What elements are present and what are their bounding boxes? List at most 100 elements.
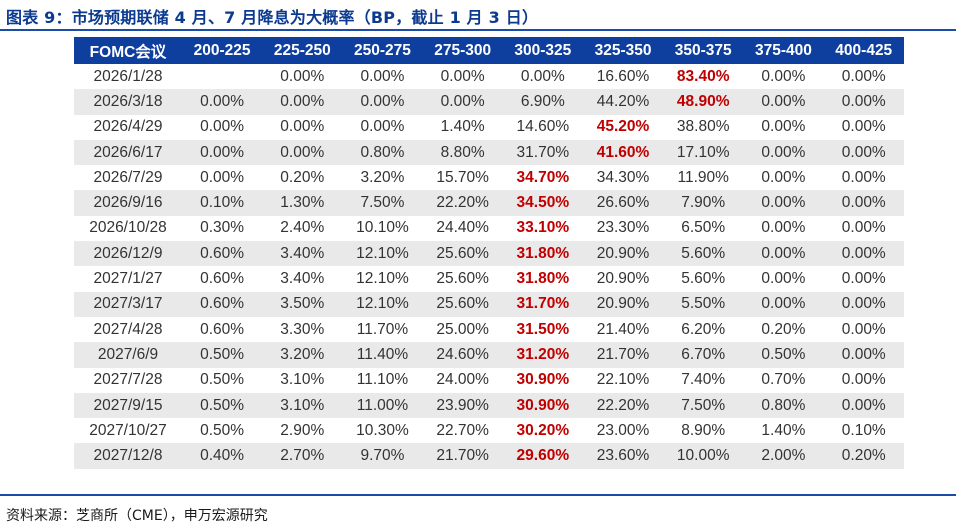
probability-cell: 0.00% [743, 139, 824, 166]
table-row: 2027/9/15 0.50% 3.10% 11.00% 23.90% 30.90% 22.… [74, 392, 904, 419]
meeting-date-cell: 2026/9/16 [74, 190, 182, 216]
probability-cell: 0.50% [182, 342, 263, 368]
probability-cell: 10.00% [663, 443, 744, 469]
probability-cell: 22.20% [422, 190, 503, 216]
probability-cell: 0.00% [841, 320, 886, 338]
probability-cell: 0.00% [823, 342, 904, 368]
table-row: 2027/7/28 0.50% 3.10% 11.10% 24.00% 30.90% 22.… [74, 368, 904, 393]
probability-cell: 29.60% [502, 443, 583, 469]
header-range: 400-425 [823, 37, 904, 64]
probability-cell: 9.70% [342, 443, 423, 469]
probability-cell: 0.00% [841, 219, 886, 237]
probability-cell: 0.00% [823, 392, 904, 419]
probability-cell: 31.70% [502, 291, 583, 317]
header-range: 275-300 [422, 37, 503, 64]
probability-cell: 15.70% [436, 168, 489, 186]
meeting-date-cell: 2026/3/18 [74, 89, 182, 115]
probability-cell: 0.00% [761, 270, 806, 288]
table-row: 2027/10/27 0.50% 2.90% 10.30% 22.70% 30.20% 23… [74, 418, 904, 443]
probability-cell: 24.60% [422, 342, 503, 368]
probability-cell: 21.70% [582, 342, 664, 368]
probability-cell: 25.60% [436, 270, 489, 288]
probability-cell: 0.70% [761, 371, 806, 389]
probability-cell: 21.70% [422, 443, 503, 469]
probability-cell: 0.00% [823, 190, 904, 216]
meeting-date-cell: 2026/6/17 [74, 139, 182, 166]
probability-cell: 23.60% [582, 443, 664, 469]
probability-cell: 0.00% [280, 67, 325, 85]
probability-cell: 1.40% [761, 421, 806, 439]
probability-cell: 0.00% [841, 168, 886, 186]
probability-cell: 7.50% [342, 190, 423, 216]
probability-cell: 0.50% [200, 371, 245, 389]
probability-cell: 21.40% [596, 320, 650, 338]
probability-cell: 45.20% [596, 118, 650, 136]
probability-cell: 0.00% [422, 89, 503, 115]
probability-cell: 0.00% [841, 118, 886, 136]
probability-cell: 0.00% [841, 270, 886, 288]
probability-cell: 11.70% [356, 320, 409, 338]
probability-cell [182, 64, 262, 89]
header-range: 375-400 [743, 37, 824, 64]
probability-cell: 3.40% [280, 270, 325, 288]
probability-cell: 0.50% [200, 421, 245, 439]
meeting-date-cell: 2027/7/28 [93, 371, 163, 389]
probability-cell: 0.00% [823, 241, 904, 267]
probability-cell: 0.20% [823, 443, 904, 469]
header-range: 225-250 [262, 37, 343, 64]
probability-cell: 2.70% [262, 443, 343, 469]
probability-cell: 24.40% [436, 219, 489, 237]
probability-cell: 20.90% [596, 270, 650, 288]
probability-cell: 25.00% [436, 320, 489, 338]
probability-cell: 0.20% [280, 168, 325, 186]
header-range: 250-275 [342, 37, 423, 64]
probability-cell: 0.00% [761, 67, 806, 85]
probability-cell: 1.40% [440, 118, 485, 136]
probability-cell: 12.10% [356, 270, 409, 288]
probability-cell: 0.50% [182, 392, 263, 419]
probability-cell: 2.40% [280, 219, 325, 237]
probability-cell: 31.20% [502, 342, 583, 368]
table-row: 2027/3/17 0.60% 3.50% 12.10% 25.60% 31.70% 20.… [74, 291, 904, 317]
title-divider [0, 29, 956, 31]
probability-cell: 0.00% [200, 168, 245, 186]
probability-cell: 0.20% [761, 320, 806, 338]
probability-cell: 0.00% [761, 219, 806, 237]
footer-divider [0, 494, 956, 496]
probability-cell: 23.90% [422, 392, 503, 419]
probability-cell: 12.10% [342, 291, 423, 317]
probability-cell: 22.70% [436, 421, 489, 439]
table-body: 2026/1/28 0.00% 0.00% 0.00% 0.00% 16.60% 83.40… [74, 64, 904, 469]
table-row: 2027/6/9 0.50% 3.20% 11.40% 24.60% 31.20% 21.7… [74, 342, 904, 368]
header-range: 300-325 [502, 37, 583, 64]
table-row: 2027/12/8 0.40% 2.70% 9.70% 21.70% 29.60% 23.6… [74, 443, 904, 469]
probability-cell: 31.70% [502, 139, 583, 166]
probability-cell: 12.10% [342, 241, 423, 267]
probability-cell: 11.10% [356, 371, 409, 389]
probability-cell: 10.30% [356, 421, 409, 439]
table-row: 2026/1/28 0.00% 0.00% 0.00% 0.00% 16.60% 83.40… [74, 64, 904, 89]
probability-cell: 3.20% [262, 342, 343, 368]
probability-cell: 0.60% [200, 320, 245, 338]
probability-cell: 17.10% [663, 139, 744, 166]
probability-cell: 5.60% [681, 270, 726, 288]
meeting-date-cell: 2026/7/29 [93, 168, 163, 186]
probability-cell: 0.00% [743, 89, 824, 115]
meeting-date-cell: 2026/4/29 [93, 118, 163, 136]
header-range: 350-375 [663, 37, 744, 64]
table-row: 2026/7/29 0.00% 0.20% 3.20% 15.70% 34.70% 34.3… [74, 165, 904, 190]
probability-cell: 0.00% [841, 67, 886, 85]
table-row: 2027/4/28 0.60% 3.30% 11.70% 25.00% 31.50% 21.… [74, 317, 904, 342]
probability-cell: 8.90% [681, 421, 726, 439]
probability-cell: 0.00% [743, 241, 824, 267]
probability-cell: 0.10% [182, 190, 263, 216]
probability-cell: 24.00% [436, 371, 489, 389]
probability-cell: 0.60% [200, 270, 245, 288]
probability-cell: 10.10% [356, 219, 409, 237]
probability-cell: 3.10% [262, 392, 343, 419]
probability-cell: 0.40% [182, 443, 263, 469]
probability-cell: 2.00% [743, 443, 824, 469]
table-row: 2026/12/9 0.60% 3.40% 12.10% 25.60% 31.80% 20.… [74, 241, 904, 267]
table-header-row: FOMC会议 200-225 225-250 250-275 275-300 3… [74, 37, 904, 64]
